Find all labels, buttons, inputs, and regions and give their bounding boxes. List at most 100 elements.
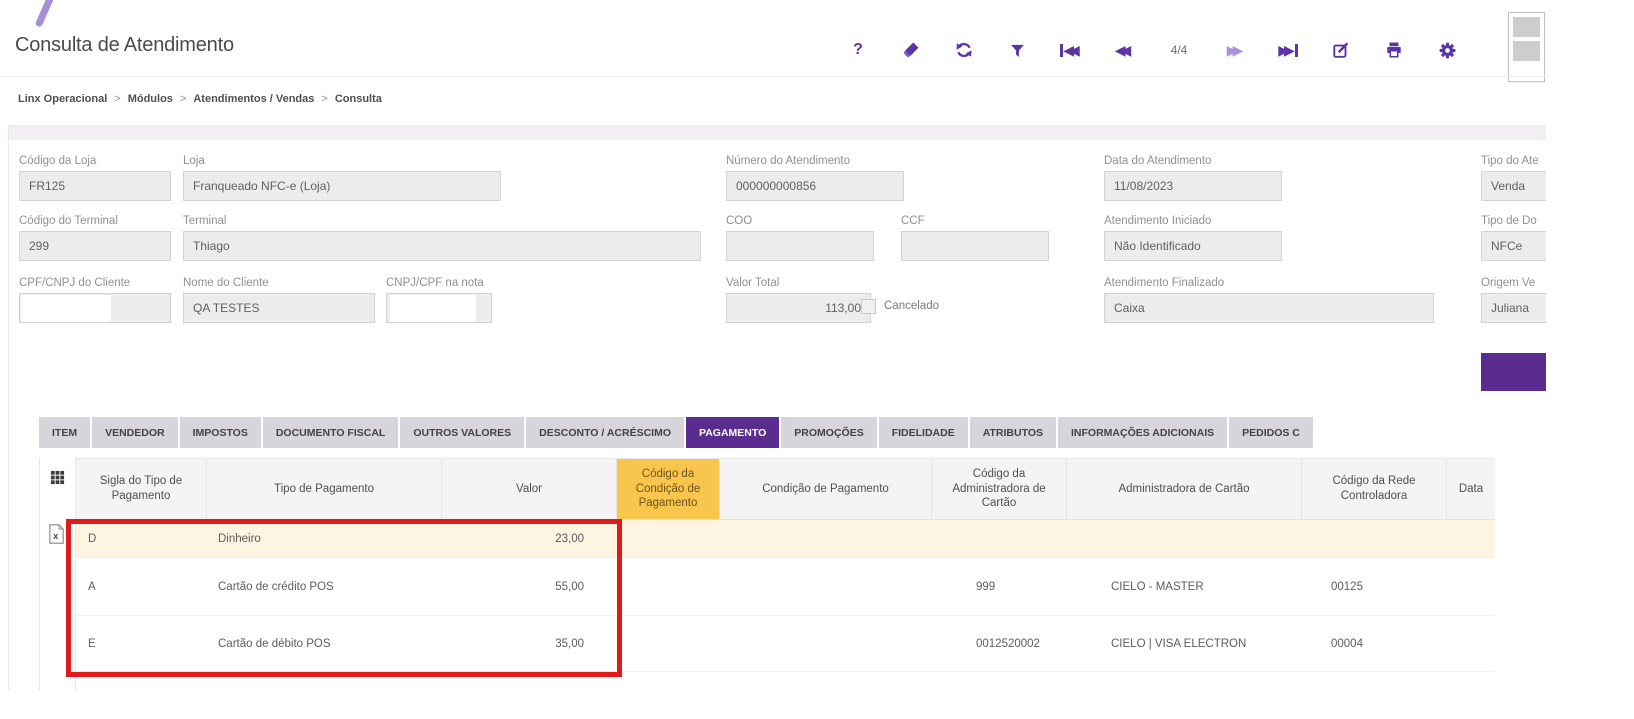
field-valor-total: Valor Total 113,00 — [726, 277, 871, 323]
next-page-icon[interactable]: ▶▶ — [1226, 41, 1243, 58]
table-gutter: x — [39, 458, 76, 690]
form-panel: Código da Loja FR125 Loja Franqueado NFC… — [8, 125, 1546, 690]
data-atendimento-input[interactable]: 11/08/2023 — [1104, 171, 1282, 201]
col-header-codigo-administradora[interactable]: Código da Administradora de Cartão — [931, 459, 1066, 519]
col-header-tipo-pagamento[interactable]: Tipo de Pagamento — [206, 459, 441, 519]
tab-pagamento[interactable]: PAGAMENTO — [686, 417, 780, 448]
tab-atributos[interactable]: ATRIBUTOS — [969, 417, 1056, 448]
table-row[interactable]: D Dinheiro 23,00 — [76, 520, 1495, 558]
col-header-condicao[interactable]: Condição de Pagamento — [719, 459, 931, 519]
cell-valor: 23,00 — [555, 532, 584, 545]
mini-scroll-widget[interactable] — [1508, 12, 1545, 82]
cpf-cnpj-cliente-input[interactable] — [19, 293, 171, 323]
field-ccf: CCF — [901, 215, 1049, 261]
cell-sigla: E — [88, 637, 96, 650]
terminal-input[interactable]: Thiago — [183, 231, 701, 261]
atendimento-finalizado-input[interactable]: Caixa — [1104, 293, 1434, 323]
payments-table: x Sigla do Tipo de Pagamento Tipo de Pag… — [39, 458, 1495, 690]
table-footer-strip — [76, 672, 1495, 690]
excel-export-icon[interactable]: x — [48, 523, 65, 549]
tab-promocoes[interactable]: PROMOÇÕES — [781, 417, 877, 448]
field-loja: Loja Franqueado NFC-e (Loja) — [183, 155, 501, 201]
cnpj-cpf-nota-input[interactable] — [386, 293, 492, 323]
col-header-data[interactable]: Data — [1446, 459, 1495, 519]
cell-tipo: Cartão de débito POS — [218, 637, 331, 650]
breadcrumb-item[interactable]: Atendimentos / Vendas — [193, 93, 315, 105]
breadcrumb-item[interactable]: Módulos — [127, 93, 173, 105]
cell-sigla: D — [88, 532, 97, 545]
table-header-row: Sigla do Tipo de Pagamento Tipo de Pagam… — [76, 458, 1495, 520]
print-icon[interactable] — [1384, 38, 1404, 62]
tipo-documento-input[interactable]: NFCe — [1481, 231, 1546, 261]
page-title: Consulta de Atendimento — [15, 34, 234, 56]
valor-total-input[interactable]: 113,00 — [726, 293, 871, 323]
table-row[interactable]: A Cartão de crédito POS 55,00 999 CIELO … — [76, 558, 1495, 616]
nome-cliente-input[interactable]: QA TESTES — [183, 293, 375, 323]
field-nome-cliente: Nome do Cliente QA TESTES — [183, 277, 375, 323]
first-page-icon[interactable]: ◀◀ — [1060, 38, 1080, 62]
previous-page-icon[interactable]: ◀◀ — [1114, 41, 1131, 58]
tipo-atendimento-input[interactable]: Venda — [1481, 171, 1546, 201]
field-atendimento-finalizado: Atendimento Finalizado Caixa — [1104, 277, 1434, 323]
refresh-icon[interactable] — [954, 38, 974, 62]
origem-venda-input[interactable]: Juliana — [1481, 293, 1546, 323]
field-atendimento-iniciado: Atendimento Iniciado Não Identificado — [1104, 215, 1282, 261]
action-button-clipped[interactable] — [1481, 353, 1546, 391]
tab-pedidos[interactable]: PEDIDOS C — [1229, 417, 1313, 448]
cell-rede-codigo: 00004 — [1331, 637, 1363, 650]
codigo-terminal-input[interactable]: 299 — [19, 231, 171, 261]
page-indicator: 4/4 — [1170, 43, 1188, 57]
table-row[interactable]: E Cartão de débito POS 35,00 0012520002 … — [76, 616, 1495, 672]
help-icon[interactable]: ? — [853, 41, 863, 58]
tab-fidelidade[interactable]: FIDELIDADE — [878, 417, 968, 448]
cell-administradora: CIELO | VISA ELECTRON — [1111, 637, 1247, 650]
cancelado-label: Cancelado — [884, 300, 939, 312]
col-header-codigo-rede[interactable]: Código da Rede Controladora — [1301, 459, 1446, 519]
cell-tipo: Cartão de crédito POS — [218, 580, 334, 593]
cell-valor: 35,00 — [555, 637, 584, 650]
tab-outros-valores[interactable]: OUTROS VALORES — [400, 417, 525, 448]
field-tipo-documento: Tipo de Do NFCe — [1481, 215, 1546, 261]
cell-adm-codigo: 0012520002 — [976, 637, 1040, 650]
tab-desconto-acrescimo[interactable]: DESCONTO / ACRÉSCIMO — [526, 417, 684, 448]
col-header-codigo-condicao[interactable]: Código da Condição de Pagamento — [616, 459, 719, 519]
field-origem-venda: Origem Ve Juliana — [1481, 277, 1546, 323]
breadcrumb-item[interactable]: Consulta — [334, 93, 382, 105]
numero-atendimento-input[interactable]: 000000000856 — [726, 171, 904, 201]
tab-informacoes-adicionais[interactable]: INFORMAÇÕES ADICIONAIS — [1058, 417, 1228, 448]
field-codigo-loja: Código da Loja FR125 — [19, 155, 171, 201]
codigo-loja-input[interactable]: FR125 — [19, 171, 171, 201]
tab-vendedor[interactable]: VENDEDOR — [92, 417, 178, 448]
cancelado-checkbox[interactable] — [861, 299, 876, 314]
col-header-administradora[interactable]: Administradora de Cartão — [1066, 459, 1301, 519]
column-chooser-grid-icon[interactable] — [50, 470, 65, 490]
header-divider — [0, 76, 1550, 77]
cell-rede-codigo: 00125 — [1331, 580, 1363, 593]
last-page-icon[interactable]: ▶▶ — [1278, 38, 1298, 62]
cell-tipo: Dinheiro — [218, 532, 261, 545]
linx-logo-slash-icon — [34, 0, 57, 28]
settings-gear-icon[interactable] — [1437, 38, 1457, 62]
tab-impostos[interactable]: IMPOSTOS — [179, 417, 261, 448]
field-codigo-terminal: Código do Terminal 299 — [19, 215, 171, 261]
coo-input[interactable] — [726, 231, 874, 261]
col-header-valor[interactable]: Valor — [441, 459, 616, 519]
tab-bar: ITEM VENDEDOR IMPOSTOS DOCUMENTO FISCAL … — [39, 417, 1546, 448]
panel-top-strip — [9, 125, 1546, 140]
edit-icon[interactable] — [1331, 38, 1351, 62]
toolbar: ? ◀◀ ◀◀ 4/4 ▶▶ ▶▶ — [848, 36, 1457, 64]
field-cpf-cnpj-cliente: CPF/CNPJ do Cliente — [19, 277, 171, 323]
loja-input[interactable]: Franqueado NFC-e (Loja) — [183, 171, 501, 201]
field-data-atendimento: Data do Atendimento 11/08/2023 — [1104, 155, 1282, 201]
col-header-sigla[interactable]: Sigla do Tipo de Pagamento — [76, 459, 206, 519]
breadcrumb-item[interactable]: Linx Operacional — [18, 93, 108, 105]
eraser-icon[interactable] — [901, 38, 921, 62]
filter-icon[interactable] — [1007, 38, 1027, 62]
breadcrumb: Linx Operacional > Módulos > Atendimentos / … — [18, 93, 382, 105]
tab-documento-fiscal[interactable]: DOCUMENTO FISCAL — [262, 417, 399, 448]
field-numero-atendimento: Número do Atendimento 000000000856 — [726, 155, 904, 201]
tab-item[interactable]: ITEM — [39, 417, 91, 448]
ccf-input[interactable] — [901, 231, 1049, 261]
atendimento-iniciado-input[interactable]: Não Identificado — [1104, 231, 1282, 261]
